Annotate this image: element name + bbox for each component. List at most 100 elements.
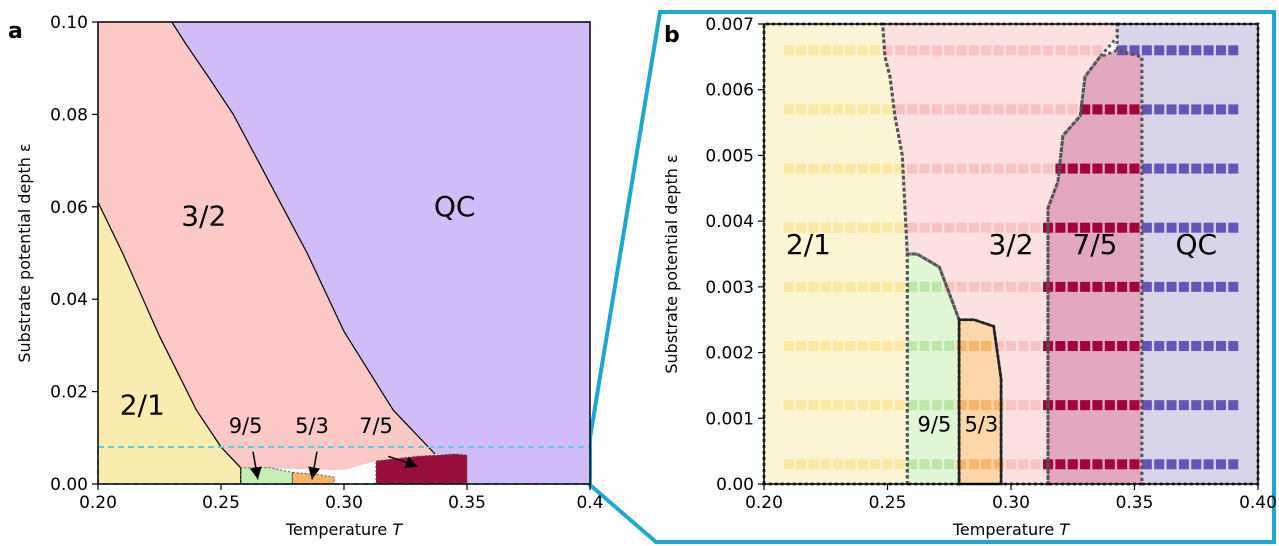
panel-b-point-2-1 <box>857 281 868 292</box>
panel-b-point-9-5 <box>931 281 942 292</box>
panel-b-point-2-1 <box>820 163 831 174</box>
panel-b-xtick-label: 0.30 <box>992 493 1030 513</box>
panel-b-point-qc <box>1191 459 1202 470</box>
panel-b-region-qc <box>1117 24 1258 484</box>
panel-b-point-7-5 <box>1067 281 1078 292</box>
panel-b-point-qc <box>1141 400 1152 411</box>
panel-b-point-3-2 <box>919 222 930 233</box>
panel-b-point-2-1 <box>882 281 893 292</box>
panel-b-point-3-2 <box>1018 163 1029 174</box>
panel-b-point-2-1 <box>783 104 794 115</box>
panel-b-region-7-5 <box>1048 50 1142 485</box>
panel-b-region-9-5 <box>907 254 960 484</box>
panel-b-point-7-5 <box>1117 104 1128 115</box>
panel-b-point-qc <box>1228 104 1239 115</box>
panel-a-ytick-label: 0.00 <box>50 475 88 495</box>
panel-b-point-2-1 <box>857 222 868 233</box>
panel-b-point-qc <box>1215 222 1226 233</box>
panel-b-point-qc <box>1203 163 1214 174</box>
panel-b-point-qc <box>1166 163 1177 174</box>
panel-b-point-2-1 <box>796 459 807 470</box>
panel-b-point-5-3 <box>968 341 979 351</box>
panel-a-xtick-label: 0.4 <box>576 493 603 513</box>
panel-b-xtick-label: 0.25 <box>869 493 907 513</box>
panel-b-x-axis-label: Temperature T <box>952 520 1070 539</box>
panel-b-point-3-2 <box>1018 459 1029 470</box>
panel-b-point-2-1 <box>845 459 856 470</box>
panel-b-point-qc <box>1178 341 1189 351</box>
panel-b-point-2-1 <box>857 341 868 351</box>
panel-b-point-9-5 <box>931 400 942 411</box>
panel-a-axes: 0.20 0.25 0.30 0.35 0.4 0.00 0.02 0.04 0.06 0.08 0… <box>50 13 603 513</box>
panel-b-point-qc <box>1141 163 1152 174</box>
panel-b-ytick-label: 0.005 <box>705 146 754 166</box>
panel-b-point-7-5 <box>1117 341 1128 351</box>
panel-b-point-2-1 <box>845 281 856 292</box>
panel-b-point-5-3 <box>993 400 1004 411</box>
panel-b-point-9-5 <box>919 400 930 411</box>
panel-b-point-3-2 <box>907 222 918 233</box>
panel-a-arrowhead-5-3 <box>308 466 321 480</box>
panel-b-point-7-5 <box>1092 341 1103 351</box>
panel-b-point-qc <box>1166 459 1177 470</box>
panel-b-point-3-2 <box>1006 341 1016 351</box>
panel-b-point-3-2 <box>944 281 955 292</box>
panel-b-point-2-1 <box>796 45 807 56</box>
panel-b-point-3-2 <box>1030 341 1041 351</box>
panel-b-point-3-2 <box>1006 45 1016 56</box>
panel-b-point-3-2 <box>894 45 905 56</box>
panel-b-point-2-1 <box>894 222 905 233</box>
panel-b-point-5-3 <box>956 459 967 470</box>
panel-b-point-2-1 <box>845 341 856 351</box>
panel-a-label-9-5: 9/5 <box>229 414 263 438</box>
panel-b-point-9-5 <box>907 459 918 470</box>
panel-b-point-qc <box>1191 222 1202 233</box>
panel-a-label-qc: QC <box>434 190 476 223</box>
panel-b-point-2-1 <box>833 459 844 470</box>
panel-b-point-qc <box>1166 400 1177 411</box>
panel-b-point-3-2 <box>1055 104 1066 115</box>
panel-b-point-3-2 <box>993 281 1004 292</box>
panel-b-point-3-2 <box>993 341 1004 351</box>
panel-b-point-2-1 <box>783 341 794 351</box>
panel-b-point-3-2 <box>956 163 967 174</box>
panel-b-outline-7-5 <box>1046 48 1144 486</box>
panel-b-point-7-5 <box>1055 281 1066 292</box>
panel-b-point-3-2 <box>956 281 967 292</box>
panel-b-point-qc <box>1178 459 1189 470</box>
panel-b-point-2-1 <box>870 400 881 411</box>
panel-b-regions <box>764 24 1258 485</box>
panel-b-point-2-1 <box>845 400 856 411</box>
panel-b-point-qc <box>1178 163 1189 174</box>
panel-b-point-2-1 <box>796 222 807 233</box>
panel-b-point-3-2 <box>944 163 955 174</box>
panel-b-point-3-2 <box>993 104 1004 115</box>
panel-b-point-qc <box>1215 400 1226 411</box>
panel-b-point-3-2 <box>944 222 955 233</box>
panel-b-point-7-5 <box>1055 222 1066 233</box>
panel-b-point-7-5 <box>1092 222 1103 233</box>
panel-b-point-3-2 <box>919 104 930 115</box>
panel-b-point-2-1 <box>833 104 844 115</box>
panel-b-point-qc <box>1203 104 1214 115</box>
panel-b-point-7-5 <box>1092 459 1103 470</box>
panel-a-region-5-3 <box>292 472 335 484</box>
panel-b-point-2-1 <box>845 45 856 56</box>
panel-b-point-2-1 <box>808 104 819 115</box>
panel-b-point-9-5 <box>919 281 930 292</box>
panel-b-point-qc <box>1154 104 1165 115</box>
panel-b-point-9-5 <box>919 341 930 351</box>
panel-b-point-3-2 <box>1092 45 1103 56</box>
panel-a-boundary-qc-32 <box>171 21 436 455</box>
panel-b-point-7-5 <box>1080 222 1091 233</box>
panel-b-axes: 0.20 0.25 0.30 0.35 0.40 0.00 0.001 0.002 0.003 0… <box>705 15 1277 513</box>
panel-b-point-3-2 <box>981 281 992 292</box>
panel-b-point-3-2 <box>968 45 979 56</box>
panel-b-point-9-5 <box>907 400 918 411</box>
panel-b-point-3-2 <box>1030 104 1041 115</box>
panel-b-point-qc <box>1215 45 1226 56</box>
panel-b-point-7-5 <box>1129 163 1140 174</box>
panel-b-point-qc <box>1228 45 1239 56</box>
panel-a-region-3-2 <box>98 22 435 471</box>
